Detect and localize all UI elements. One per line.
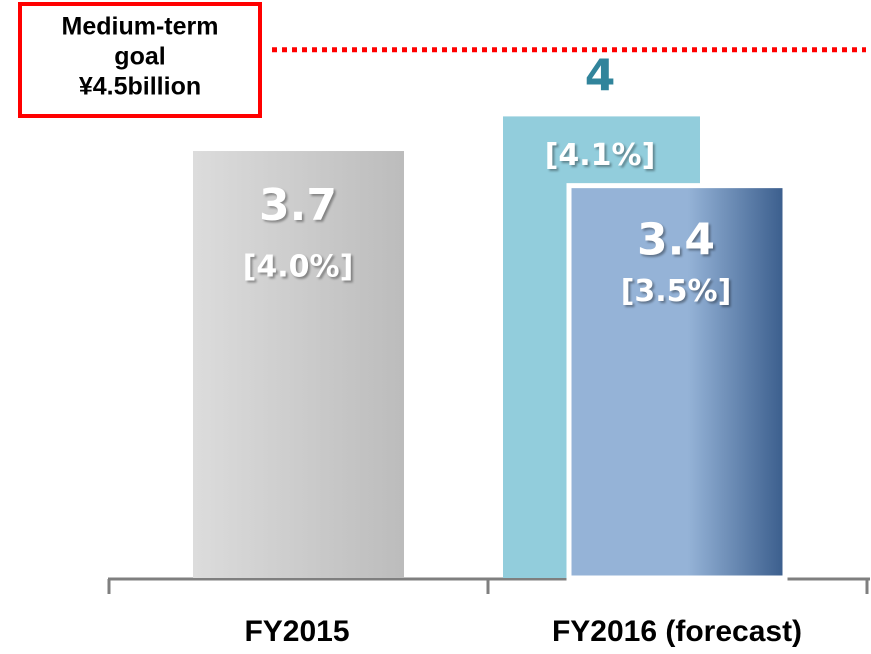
margin-label: [4.0%] [243, 250, 354, 285]
goal-label: goal [114, 43, 165, 71]
margin-label: [4.1%] [545, 138, 656, 173]
goal-label: Medium-term [62, 13, 219, 41]
bar [566, 183, 788, 581]
x-tick-label: FY2015 [244, 615, 349, 648]
goal-box [18, 2, 262, 118]
value-label: 4 [585, 50, 616, 101]
value-label: 3.7 [259, 180, 337, 231]
x-tick-label: FY2016 (forecast) [552, 615, 802, 648]
margin-label: [3.5%] [621, 274, 732, 309]
goal-label: ¥4.5billion [79, 73, 201, 101]
axis [107, 577, 870, 594]
bar [193, 151, 404, 578]
value-label: 3.4 [637, 215, 715, 266]
